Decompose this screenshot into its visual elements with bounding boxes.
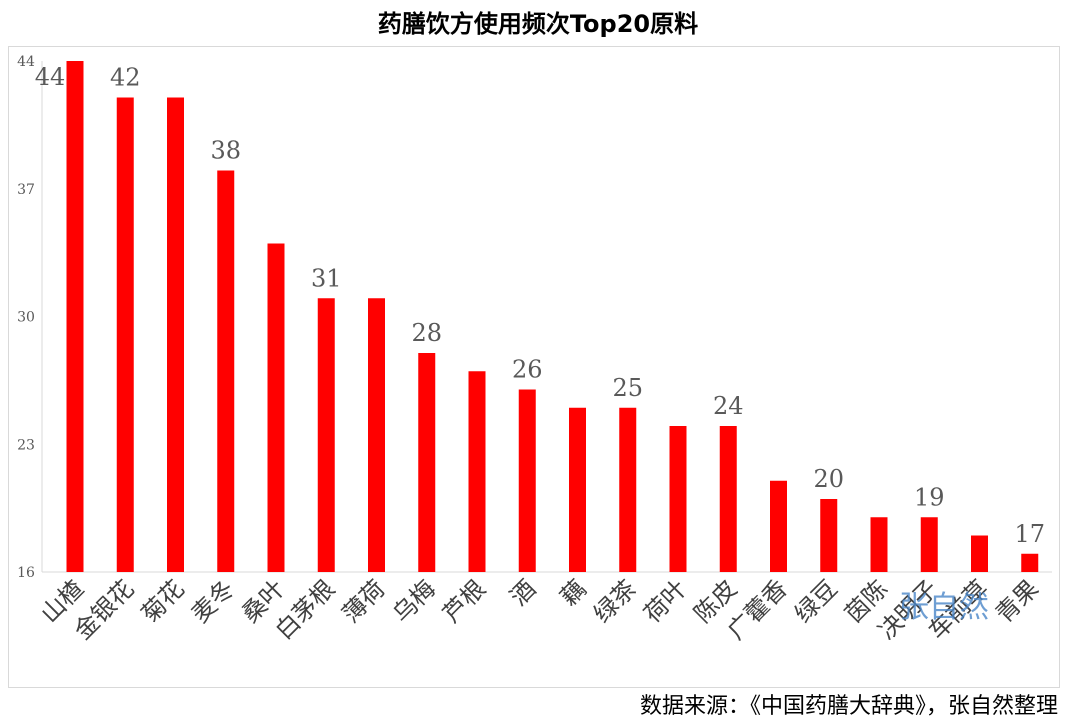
- data-label: 19: [914, 483, 945, 511]
- y-tick-label: 30: [17, 310, 35, 326]
- data-label: 28: [411, 319, 442, 347]
- x-tick-label: 乌梅: [387, 574, 441, 628]
- bar: [1021, 553, 1039, 572]
- x-tick-label: 薄荷: [337, 574, 391, 628]
- bar: [217, 170, 235, 572]
- bar: [468, 371, 486, 572]
- bar: [719, 426, 737, 572]
- bar: [317, 298, 335, 572]
- bar: [820, 499, 838, 572]
- x-tick-label: 绿茶: [588, 574, 642, 628]
- bar: [971, 535, 988, 572]
- x-tick-label: 青果: [990, 574, 1044, 628]
- x-tick-label: 绿豆: [789, 574, 843, 628]
- y-tick-label: 23: [17, 437, 35, 453]
- x-tick-label: 酒: [505, 574, 542, 611]
- x-tick-label: 藕: [555, 574, 592, 611]
- bar: [569, 407, 586, 572]
- data-label: 42: [110, 64, 141, 92]
- watermark-text: 张自然: [899, 590, 989, 625]
- x-tick-label: 菊花: [136, 574, 190, 628]
- bar: [870, 517, 888, 572]
- data-label: 38: [210, 137, 241, 165]
- data-label: 25: [612, 374, 643, 402]
- source-note: 数据来源：《中国药膳大辞典》，张自然整理: [639, 694, 1058, 719]
- data-label: 24: [713, 392, 744, 420]
- chart-title: 药膳饮方使用频次Top20原料: [377, 10, 699, 38]
- bar: [267, 243, 285, 572]
- bar: [418, 353, 436, 572]
- y-tick-label: 37: [17, 182, 35, 198]
- bar: [669, 426, 687, 572]
- bar: [66, 61, 84, 572]
- bar: [116, 97, 134, 572]
- data-label: 26: [512, 356, 543, 384]
- bar: [167, 97, 184, 572]
- bar: [770, 480, 787, 572]
- x-tick-label: 麦冬: [186, 574, 240, 628]
- bar: [619, 407, 637, 572]
- y-tick-label: 44: [17, 54, 35, 70]
- bar: [368, 298, 385, 572]
- x-tick-label: 荷叶: [639, 574, 693, 628]
- data-label: 17: [1014, 520, 1045, 548]
- data-label: 44: [35, 63, 66, 91]
- x-tick-label: 芦根: [438, 574, 492, 628]
- data-label: 20: [813, 465, 844, 493]
- bar: [518, 389, 536, 572]
- bar: [920, 517, 938, 572]
- y-tick-label: 16: [17, 565, 35, 581]
- data-label: 31: [311, 264, 342, 292]
